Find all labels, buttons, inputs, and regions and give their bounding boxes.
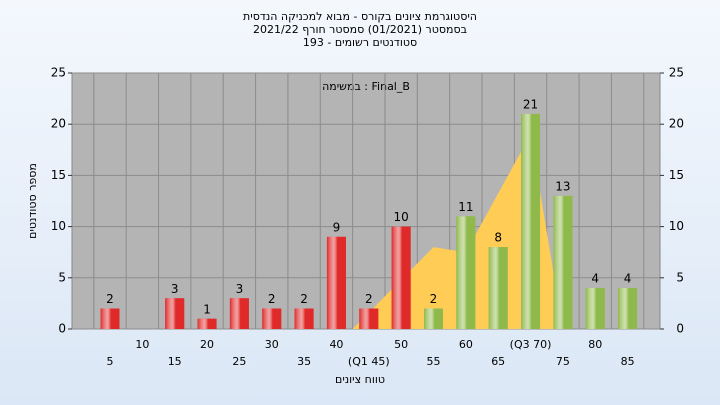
plot-content: 0510152025051015202552101532012533023524… (51, 66, 684, 369)
data-label: 4 (624, 272, 632, 286)
y-tick-label: 5 (58, 270, 66, 284)
chart-title: סטודנטים רשומים - 193 (303, 36, 417, 49)
x-tick-label: 85 (621, 355, 635, 368)
y2-tick-label: 25 (669, 66, 684, 80)
data-label: 4 (591, 272, 599, 286)
x-tick-label: 55 (427, 355, 441, 368)
x-tick-label: 40 (329, 338, 343, 351)
data-label: 3 (236, 282, 244, 296)
bar (456, 216, 476, 329)
bar (262, 308, 282, 329)
x-tick-label: 20 (200, 338, 214, 351)
data-label: 2 (106, 292, 114, 306)
bar (585, 288, 605, 329)
chart-title: בסמסטר (01/2021) סמסטר חורף 2021/22 (253, 23, 467, 36)
data-label: 8 (494, 231, 502, 245)
data-label: 2 (300, 292, 308, 306)
bar (618, 288, 638, 329)
bar (294, 308, 314, 329)
y2-tick-label: 20 (669, 117, 684, 131)
y2-tick-label: 5 (676, 270, 684, 284)
x-tick-label: 75 (556, 355, 570, 368)
y-tick-label: 25 (51, 66, 66, 80)
data-label: 1 (203, 302, 211, 316)
x-axis-label: טווח ציונים (335, 373, 385, 386)
bar (359, 308, 379, 329)
y-tick-label: 0 (58, 322, 66, 336)
x-tick-label: 15 (168, 355, 182, 368)
data-label: 3 (171, 282, 179, 296)
data-label: 2 (430, 292, 438, 306)
y-tick-label: 15 (51, 168, 66, 182)
x-tick-label: 65 (491, 355, 505, 368)
x-tick-label: 80 (588, 338, 602, 351)
x-tick-label: 10 (135, 338, 149, 351)
y2-tick-label: 0 (676, 322, 684, 336)
bar (229, 298, 249, 329)
bar (197, 318, 217, 329)
bar (521, 113, 541, 330)
x-tick-label: (Q1 45) (348, 355, 390, 368)
data-label: 10 (394, 210, 409, 224)
data-label: 2 (268, 292, 276, 306)
bar (553, 195, 573, 329)
x-tick-label: 50 (394, 338, 408, 351)
bar (391, 226, 411, 329)
bar (424, 308, 443, 329)
y-axis-label: מספר סטודנטים (26, 163, 39, 239)
bar (488, 247, 508, 329)
chart-title: היסטוגרמת ציונים בקורס - מבוא למכניקה הנ… (243, 10, 477, 23)
data-label: 2 (365, 292, 373, 306)
data-label: 13 (555, 179, 570, 193)
bar (100, 308, 120, 329)
annotation: במשימה : Final_B (322, 80, 410, 93)
x-tick-label: 5 (107, 355, 114, 368)
y2-tick-label: 15 (669, 168, 684, 182)
data-label: 21 (523, 97, 538, 111)
x-tick-label: (Q3 70) (510, 338, 552, 351)
bar (326, 236, 346, 329)
x-tick-label: 25 (232, 355, 246, 368)
data-label: 9 (333, 220, 341, 234)
x-tick-label: 35 (297, 355, 311, 368)
x-tick-label: 60 (459, 338, 473, 351)
y2-tick-label: 10 (669, 219, 684, 233)
y-tick-label: 20 (51, 117, 66, 131)
y-tick-label: 10 (51, 219, 66, 233)
x-tick-label: 30 (265, 338, 279, 351)
data-label: 11 (458, 200, 473, 214)
bar (165, 298, 185, 329)
